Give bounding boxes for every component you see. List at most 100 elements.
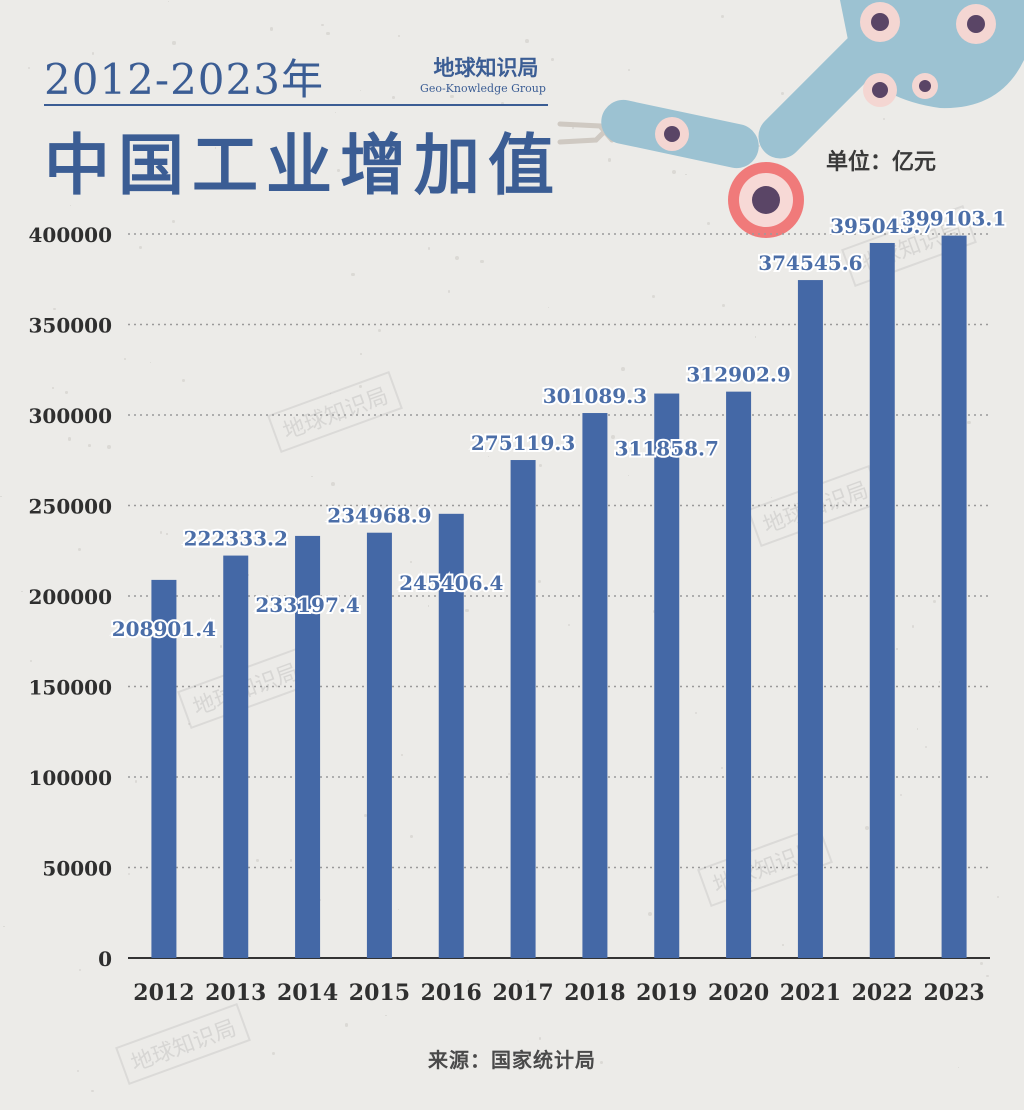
paper-speck xyxy=(272,1052,276,1056)
paper-speck xyxy=(134,779,138,783)
y-tick-label: 100000 xyxy=(29,766,113,790)
x-tick-label: 2013 xyxy=(205,980,266,1006)
paper-speck xyxy=(159,531,163,534)
paper-speck xyxy=(358,385,363,389)
bar xyxy=(438,513,464,958)
y-tick-label: 150000 xyxy=(29,676,113,700)
x-tick-label: 2022 xyxy=(852,980,913,1006)
x-tick-label: 2017 xyxy=(492,980,553,1006)
bar xyxy=(654,393,680,958)
paper-speck xyxy=(28,66,31,69)
data-label: 395043.7 xyxy=(830,214,934,238)
paper-speck xyxy=(409,834,413,838)
y-tick-label: 350000 xyxy=(29,314,113,338)
paper-speck xyxy=(3,925,5,928)
y-tick-label: 300000 xyxy=(29,404,113,428)
paper-speck xyxy=(171,220,175,224)
y-tick-label: 250000 xyxy=(29,495,113,519)
paper-speck xyxy=(480,259,484,264)
paper-speck xyxy=(138,246,142,250)
paper-speck xyxy=(397,35,400,37)
paper-speck xyxy=(331,482,336,486)
paper-speck xyxy=(465,608,469,612)
paper-speck xyxy=(69,204,71,207)
paper-speck xyxy=(105,498,109,502)
bar xyxy=(941,235,967,958)
paper-speck xyxy=(933,599,937,603)
paper-speck xyxy=(364,813,368,817)
title-years: 2012-2023年 xyxy=(44,55,324,104)
paper-speck xyxy=(487,456,489,458)
paper-speck xyxy=(938,681,941,683)
bar xyxy=(223,555,249,958)
data-label: 245406.4 xyxy=(399,571,503,595)
paper-speck xyxy=(336,168,340,172)
paper-speck xyxy=(21,590,23,593)
page-title: 中国工业增加值 xyxy=(44,126,562,204)
paper-speck xyxy=(524,38,529,43)
data-label: 275119.3 xyxy=(471,431,575,455)
paper-speck xyxy=(721,303,726,308)
paper-speck xyxy=(860,160,864,164)
paper-speck xyxy=(65,391,68,394)
paper-speck xyxy=(187,723,190,726)
paper-speck xyxy=(286,187,290,191)
bar xyxy=(151,579,177,958)
paper-speck xyxy=(427,247,431,250)
paper-speck xyxy=(572,127,575,130)
y-tick-label: 0 xyxy=(98,947,112,971)
paper-speck xyxy=(980,961,984,965)
paper-speck xyxy=(453,1051,455,1053)
robot-arm-illustration xyxy=(557,0,1024,238)
paper-speck xyxy=(651,294,656,298)
paper-speck xyxy=(53,307,56,310)
paper-speck xyxy=(547,306,549,308)
paper-speck xyxy=(706,221,711,225)
paper-speck xyxy=(330,393,332,395)
paper-speck xyxy=(694,711,697,714)
paper-speck xyxy=(172,41,176,45)
x-tick-label: 2012 xyxy=(133,980,194,1006)
paper-speck xyxy=(966,420,971,425)
paper-speck xyxy=(30,660,32,663)
paper-speck xyxy=(957,1066,960,1068)
paper-speck xyxy=(607,157,612,162)
paper-speck xyxy=(496,504,498,506)
paper-speck xyxy=(497,193,500,197)
paper-speck xyxy=(410,560,412,563)
data-label: 312902.9 xyxy=(686,363,790,387)
paper-speck xyxy=(269,26,274,31)
bar xyxy=(582,413,608,958)
bar xyxy=(726,391,752,958)
paper-speck xyxy=(627,69,630,72)
paper-speck xyxy=(219,645,223,648)
paper-speck xyxy=(78,548,82,552)
paper-speck xyxy=(454,255,459,260)
paper-speck xyxy=(351,272,356,277)
paper-speck xyxy=(91,52,95,55)
data-label: 208901.4 xyxy=(112,617,216,641)
paper-speck xyxy=(781,944,784,946)
bar xyxy=(366,532,392,958)
data-label: 374545.6 xyxy=(758,251,862,275)
paper-speck xyxy=(526,979,530,983)
paper-speck xyxy=(106,445,111,450)
paper-speck xyxy=(611,434,615,439)
paper-speck xyxy=(181,378,186,383)
paper-speck xyxy=(391,95,395,99)
paper-speck xyxy=(448,290,451,293)
paper-speck xyxy=(88,443,91,447)
y-tick-label: 50000 xyxy=(42,857,112,881)
bar xyxy=(869,242,895,959)
paper-speck xyxy=(507,773,510,776)
paper-speck xyxy=(883,117,886,121)
paper-speck xyxy=(924,745,928,749)
x-tick-label: 2023 xyxy=(923,980,984,1006)
paper-speck xyxy=(150,362,152,364)
x-tick-label: 2020 xyxy=(708,980,769,1006)
paper-speck xyxy=(501,102,505,106)
paper-speck xyxy=(538,1037,542,1041)
brand-logo-en: Geo-Knowledge Group xyxy=(420,82,546,95)
title-divider xyxy=(44,104,548,106)
